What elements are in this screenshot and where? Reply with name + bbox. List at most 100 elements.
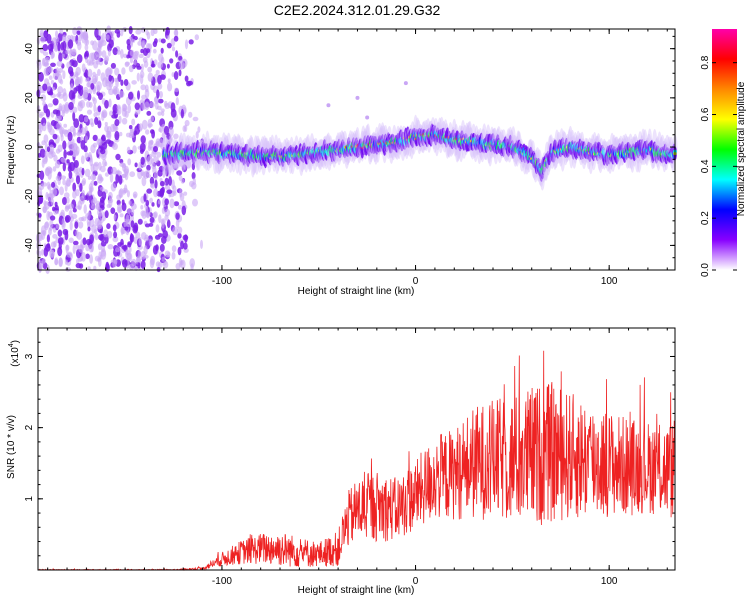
noise-blob — [110, 183, 117, 192]
svg-text:(x104): (x104) — [8, 340, 21, 367]
noise-blob — [88, 52, 95, 62]
noise-blob — [194, 34, 199, 41]
noise-blob — [129, 49, 135, 57]
noise-blob — [135, 29, 142, 35]
noise-blob — [78, 114, 85, 123]
noise-blob — [55, 30, 59, 38]
noise-blob — [159, 243, 165, 252]
noise-blob — [114, 258, 118, 265]
noise-blob — [81, 216, 87, 222]
noise-blob — [42, 101, 46, 107]
noise-blob — [174, 87, 179, 93]
noise-blob — [83, 204, 87, 214]
noise-blob — [149, 258, 155, 269]
noise-blob — [75, 175, 81, 185]
noise-blob — [177, 232, 182, 239]
noise-blob — [112, 236, 119, 243]
noise-blob — [160, 218, 166, 226]
noise-blob — [170, 108, 177, 118]
noise-blob — [72, 27, 78, 36]
noise-blob — [98, 41, 102, 50]
noise-blob — [176, 170, 183, 176]
noise-blob — [109, 67, 113, 75]
noise-blob — [160, 108, 165, 113]
noise-blob — [115, 173, 120, 184]
colorbar-tick-label: 0.0 — [700, 263, 711, 277]
noise-blob — [165, 27, 170, 36]
noise-blob — [41, 258, 46, 264]
noise-blob — [140, 205, 144, 210]
noise-blob — [110, 62, 116, 69]
noise-blob — [72, 208, 77, 213]
noise-blob — [138, 250, 142, 258]
noise-blob — [140, 251, 146, 260]
noise-blob — [60, 175, 67, 180]
noise-blob — [41, 159, 45, 168]
noise-blob — [163, 125, 170, 135]
noise-blob — [54, 36, 60, 43]
noise-blob — [57, 86, 64, 94]
noise-blob — [152, 48, 157, 54]
noise-blob — [63, 123, 68, 128]
colorbar-tick-label: 0.2 — [700, 211, 711, 225]
y-tick-label: 3 — [24, 353, 35, 359]
noise-blob — [56, 60, 63, 67]
noise-blob — [76, 131, 82, 137]
noise-blob — [62, 70, 66, 80]
noise-blob — [87, 226, 91, 232]
noise-blob — [124, 61, 130, 68]
noise-blob — [98, 257, 102, 267]
x-tick-label: 100 — [601, 576, 618, 587]
noise-blob — [131, 80, 137, 85]
noise-blob — [169, 58, 174, 64]
noise-blob — [140, 260, 146, 270]
noise-blob — [149, 197, 154, 204]
noise-blob — [123, 79, 129, 86]
noise-blob — [49, 215, 56, 221]
noise-blob — [116, 203, 123, 214]
noise-blob — [98, 217, 104, 224]
colorbar: 0.0 0.2 0.4 0.6 0.8 Normalized spectral ampl… — [700, 29, 747, 277]
noise-blob — [116, 106, 122, 115]
stray-point — [403, 81, 408, 86]
noise-blob — [62, 162, 66, 172]
noise-blob — [89, 118, 94, 126]
noise-blob — [68, 66, 74, 75]
noise-blob — [113, 214, 117, 221]
noise-blob — [151, 60, 155, 68]
noise-blob — [156, 89, 160, 99]
noise-blob — [178, 69, 182, 77]
noise-blob — [161, 132, 166, 140]
noise-blob — [164, 103, 171, 109]
noise-blob — [140, 156, 145, 165]
noise-blob — [115, 78, 119, 88]
noise-blob — [125, 214, 130, 224]
noise-blob — [103, 57, 109, 65]
noise-blob — [136, 72, 140, 82]
noise-blob — [139, 74, 144, 85]
noise-blob — [52, 133, 58, 140]
noise-blob — [39, 170, 45, 181]
noise-blob — [66, 252, 73, 258]
noise-blob — [62, 179, 66, 186]
noise-blob — [80, 127, 86, 135]
noise-blob — [129, 57, 134, 64]
noise-blob — [52, 187, 57, 197]
noise-blob — [141, 176, 147, 187]
noise-blob — [157, 200, 162, 205]
noise-blob — [117, 73, 122, 82]
noise-blob — [177, 246, 182, 256]
noise-blob — [44, 150, 48, 159]
noise-blob — [173, 133, 179, 140]
noise-blob — [62, 140, 67, 150]
noise-blob — [52, 206, 56, 212]
noise-blob — [121, 67, 126, 75]
noise-blob — [111, 166, 117, 175]
noise-blob — [94, 217, 100, 227]
noise-blob — [164, 208, 171, 217]
noise-blob — [140, 210, 146, 217]
noise-blob — [98, 234, 104, 241]
noise-blob — [131, 203, 137, 210]
noise-blob — [116, 170, 122, 176]
noise-blob — [133, 236, 138, 244]
